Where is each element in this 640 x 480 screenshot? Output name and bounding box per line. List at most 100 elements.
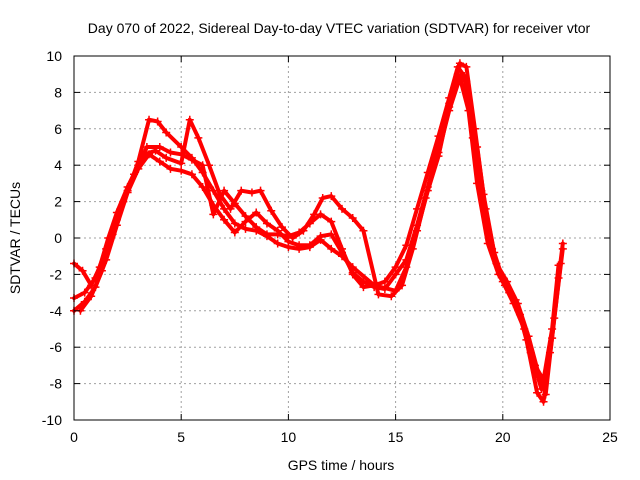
data-point	[267, 206, 276, 215]
data-point	[533, 388, 542, 397]
data-point	[327, 230, 336, 239]
data-point	[162, 153, 171, 162]
data-point	[209, 210, 218, 219]
data-point	[166, 148, 175, 157]
data-point	[380, 277, 389, 286]
data-point	[220, 215, 229, 224]
data-point	[209, 201, 218, 210]
x-tick-label: 0	[70, 429, 78, 445]
data-point	[445, 102, 454, 111]
data-point	[284, 237, 293, 246]
data-point	[558, 244, 567, 253]
data-point	[252, 208, 261, 217]
y-tick-label: 0	[54, 230, 62, 246]
data-point	[155, 143, 164, 151]
data-point	[78, 266, 87, 275]
data-point	[434, 152, 443, 161]
data-point	[130, 170, 139, 179]
x-tick-label: 25	[602, 429, 618, 445]
y-tick-label: 10	[46, 48, 62, 64]
data-point	[273, 239, 282, 248]
data-point	[273, 226, 282, 235]
data-point	[338, 248, 346, 257]
data-point	[230, 228, 239, 237]
data-point	[387, 292, 396, 301]
data-point	[295, 241, 304, 250]
data-point	[162, 128, 171, 137]
series-layer	[70, 59, 567, 406]
data-point	[462, 77, 471, 86]
data-point	[380, 284, 389, 293]
data-point	[119, 197, 128, 206]
data-point	[166, 164, 175, 173]
x-axis-label: GPS time / hours	[288, 457, 395, 473]
data-point	[145, 115, 154, 124]
data-point	[155, 157, 164, 166]
y-axis-label: SDTVAR / TECUs	[7, 182, 23, 294]
x-tick-label: 10	[281, 429, 297, 445]
data-point	[80, 288, 89, 297]
data-point	[421, 193, 430, 202]
data-point	[453, 70, 462, 79]
data-point	[194, 133, 203, 142]
data-point	[97, 266, 106, 275]
data-point	[503, 277, 512, 286]
y-tick-label: -2	[50, 266, 63, 282]
data-point	[348, 213, 357, 222]
data-point	[550, 314, 559, 323]
data-point	[226, 204, 235, 213]
series-track-4	[76, 70, 567, 399]
data-point	[247, 188, 256, 197]
x-tick-label: 20	[495, 429, 511, 445]
chart-title: Day 070 of 2022, Sidereal Day-to-day VTE…	[88, 20, 591, 36]
series-line	[72, 75, 565, 392]
y-tick-label: 4	[54, 157, 62, 173]
data-point	[310, 210, 319, 219]
y-tick-label: -6	[50, 339, 63, 355]
data-point	[391, 270, 400, 279]
data-point	[177, 166, 186, 175]
data-point	[318, 193, 327, 202]
data-point	[153, 117, 162, 126]
data-point	[256, 186, 265, 195]
data-point	[359, 277, 368, 286]
data-point	[316, 232, 325, 241]
data-point	[177, 159, 186, 168]
data-point	[338, 204, 346, 213]
data-point	[277, 223, 286, 232]
data-point	[187, 170, 196, 179]
data-point	[241, 217, 250, 226]
data-point	[481, 204, 490, 213]
x-tick-label: 15	[388, 429, 404, 445]
data-point	[305, 241, 314, 250]
data-point	[108, 230, 117, 239]
data-point	[492, 259, 501, 268]
data-point	[220, 186, 229, 195]
data-point	[262, 219, 271, 228]
data-point	[327, 244, 336, 253]
data-point	[524, 332, 533, 341]
data-point	[473, 143, 482, 151]
y-tick-label: -8	[50, 376, 63, 392]
data-point	[398, 281, 407, 290]
data-point	[215, 190, 224, 199]
data-point	[327, 192, 336, 201]
data-point	[455, 59, 464, 68]
y-tick-label: 6	[54, 121, 62, 137]
data-point	[205, 161, 214, 170]
y-tick-label: 8	[54, 84, 62, 100]
data-point	[142, 143, 151, 151]
data-point	[198, 183, 207, 192]
x-tick-label: 5	[177, 429, 185, 445]
y-tick-label: 2	[54, 194, 62, 210]
data-point	[539, 397, 548, 406]
data-point	[288, 234, 297, 242]
data-point	[535, 372, 544, 381]
tick-layer: 0 5 10 15 20 25 -10 -8 -6 -4 -2 0 2 4 6 8 10	[42, 48, 618, 445]
data-point	[187, 155, 196, 164]
data-point	[391, 263, 400, 272]
data-point	[348, 268, 357, 277]
series-line	[72, 64, 561, 382]
data-point	[541, 390, 550, 399]
